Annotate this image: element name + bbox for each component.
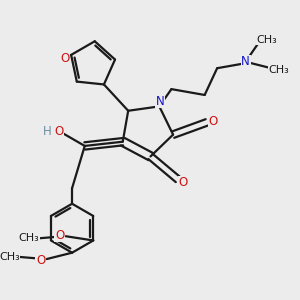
Text: O: O (36, 254, 45, 267)
Text: H: H (43, 124, 52, 137)
Text: N: N (241, 55, 250, 68)
Text: CH₃: CH₃ (18, 233, 39, 243)
Text: O: O (60, 52, 70, 65)
Text: CH₃: CH₃ (0, 252, 20, 262)
Text: O: O (208, 115, 217, 128)
Text: O: O (55, 229, 64, 242)
Text: O: O (178, 176, 188, 189)
Text: O: O (54, 124, 63, 137)
Text: CH₃: CH₃ (256, 34, 277, 45)
Text: N: N (155, 95, 164, 108)
Text: CH₃: CH₃ (269, 64, 290, 75)
